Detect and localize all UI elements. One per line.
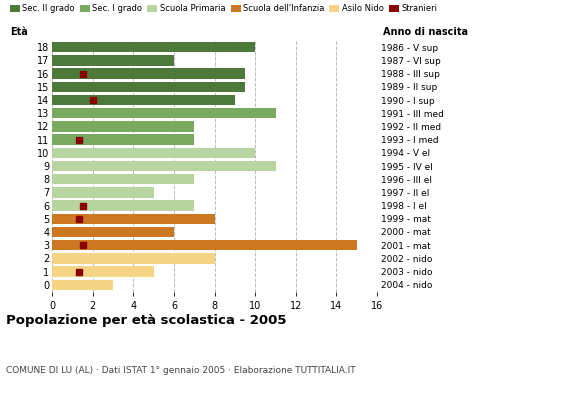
Bar <box>52 42 255 52</box>
Bar <box>52 68 245 79</box>
Bar <box>52 82 245 92</box>
Bar <box>52 187 154 198</box>
Text: Anno di nascita: Anno di nascita <box>383 28 469 38</box>
Text: COMUNE DI LU (AL) · Dati ISTAT 1° gennaio 2005 · Elaborazione TUTTITALIA.IT: COMUNE DI LU (AL) · Dati ISTAT 1° gennai… <box>6 366 356 375</box>
Text: Età: Età <box>10 28 28 38</box>
Legend: Sec. II grado, Sec. I grado, Scuola Primaria, Scuola dell'Infanzia, Asilo Nido, : Sec. II grado, Sec. I grado, Scuola Prim… <box>10 4 437 13</box>
Bar <box>52 134 194 145</box>
Bar <box>52 121 194 132</box>
Bar <box>52 266 154 277</box>
Text: Popolazione per età scolastica - 2005: Popolazione per età scolastica - 2005 <box>6 314 287 327</box>
Bar <box>52 253 215 264</box>
Bar <box>52 280 113 290</box>
Bar <box>52 240 357 250</box>
Bar <box>52 227 174 237</box>
Bar <box>52 55 174 66</box>
Bar <box>52 161 276 171</box>
Bar <box>52 174 194 184</box>
Bar <box>52 108 276 118</box>
Bar <box>52 214 215 224</box>
Bar <box>52 95 235 105</box>
Bar <box>52 200 194 211</box>
Bar <box>52 148 255 158</box>
